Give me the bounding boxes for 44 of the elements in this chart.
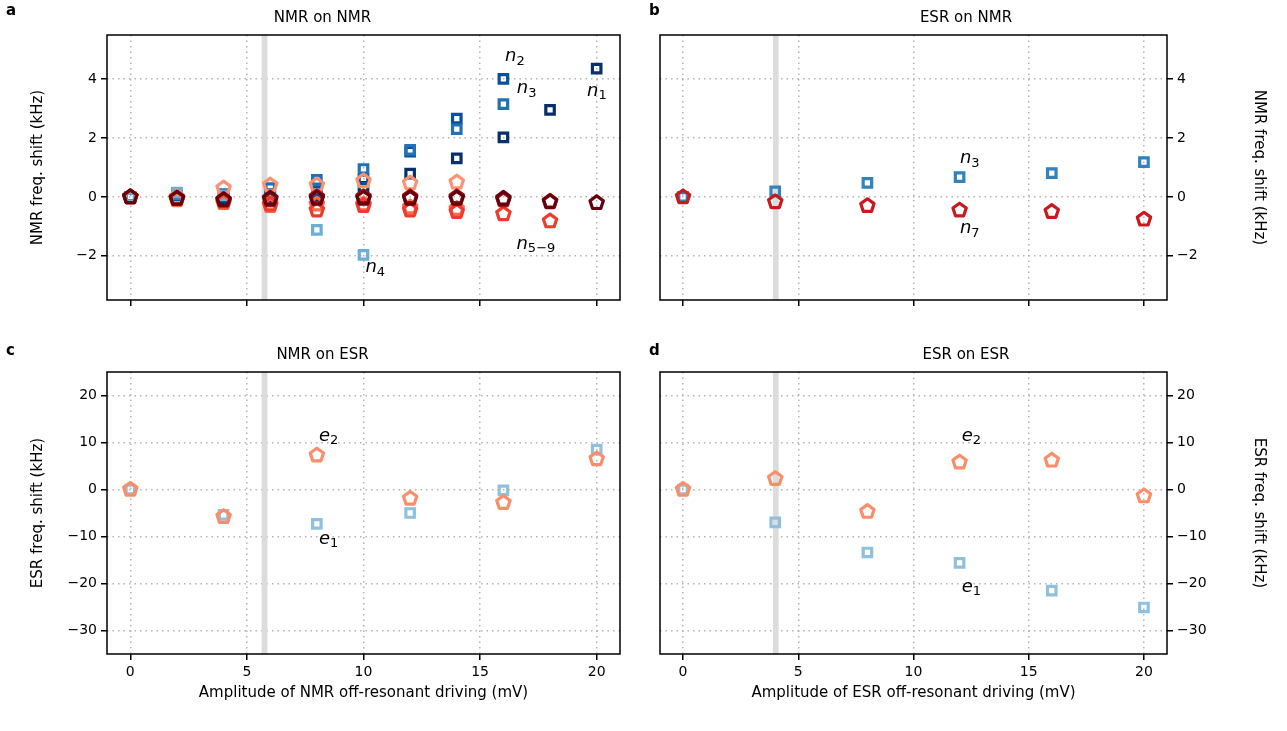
y-tick-label: −20	[67, 574, 97, 591]
x-tick-label: 15	[1019, 663, 1038, 680]
y-tick-label: −30	[67, 621, 97, 638]
y2-tick-label: 4	[1177, 69, 1186, 86]
y-axis-title: NMR freq. shift (kHz)	[27, 89, 46, 246]
x-tick-label: 10	[354, 663, 373, 680]
y-axis-title: ESR freq. shift (kHz)	[27, 437, 46, 589]
y-tick-label: 20	[79, 386, 97, 403]
y-tick-label: 2	[88, 128, 97, 145]
x-axis-title: Amplitude of ESR off-resonant driving (mV)	[751, 682, 1076, 701]
y-tick-label: 4	[88, 69, 98, 86]
text: a	[6, 1, 17, 20]
x-tick-label: 15	[471, 663, 489, 680]
chart-title: NMR on NMR	[273, 7, 372, 26]
chart-title: ESR on ESR	[922, 344, 1010, 363]
y2-tick-label: −2	[1177, 246, 1198, 263]
x-tick-label: 0	[678, 663, 688, 680]
chart-title: NMR on ESR	[276, 344, 369, 363]
y2-axis-title: ESR freq. shift (kHz)	[1251, 437, 1270, 589]
text: c	[6, 341, 15, 360]
y-tick-label: 0	[88, 480, 97, 497]
y-tick-label: 0	[88, 187, 97, 204]
y2-tick-label: 20	[1177, 386, 1195, 403]
text: d	[649, 341, 660, 360]
y2-tick-label: −30	[1177, 621, 1207, 638]
y2-tick-label: −10	[1177, 527, 1207, 544]
x-tick-label: 20	[587, 663, 606, 680]
y2-tick-label: 0	[1177, 480, 1186, 497]
y-tick-label: −2	[76, 246, 97, 263]
x-tick-label: 20	[1135, 663, 1153, 680]
y2-axis-title: NMR freq. shift (kHz)	[1251, 89, 1270, 246]
x-tick-label: 5	[242, 663, 252, 680]
x-tick-label: 10	[904, 663, 923, 680]
y2-tick-label: 2	[1177, 128, 1186, 145]
y2-tick-label: 0	[1177, 187, 1186, 204]
x-tick-label: 5	[793, 663, 803, 680]
x-axis-title: Amplitude of NMR off-resonant driving (mV)	[198, 682, 529, 701]
y-tick-label: −10	[67, 527, 97, 544]
y2-tick-label: −20	[1177, 574, 1207, 591]
y2-tick-label: 10	[1177, 433, 1195, 450]
x-tick-label: 0	[125, 663, 135, 680]
chart-title: ESR on NMR	[919, 7, 1013, 26]
y-tick-label: 10	[79, 433, 97, 450]
text: b	[649, 1, 660, 20]
